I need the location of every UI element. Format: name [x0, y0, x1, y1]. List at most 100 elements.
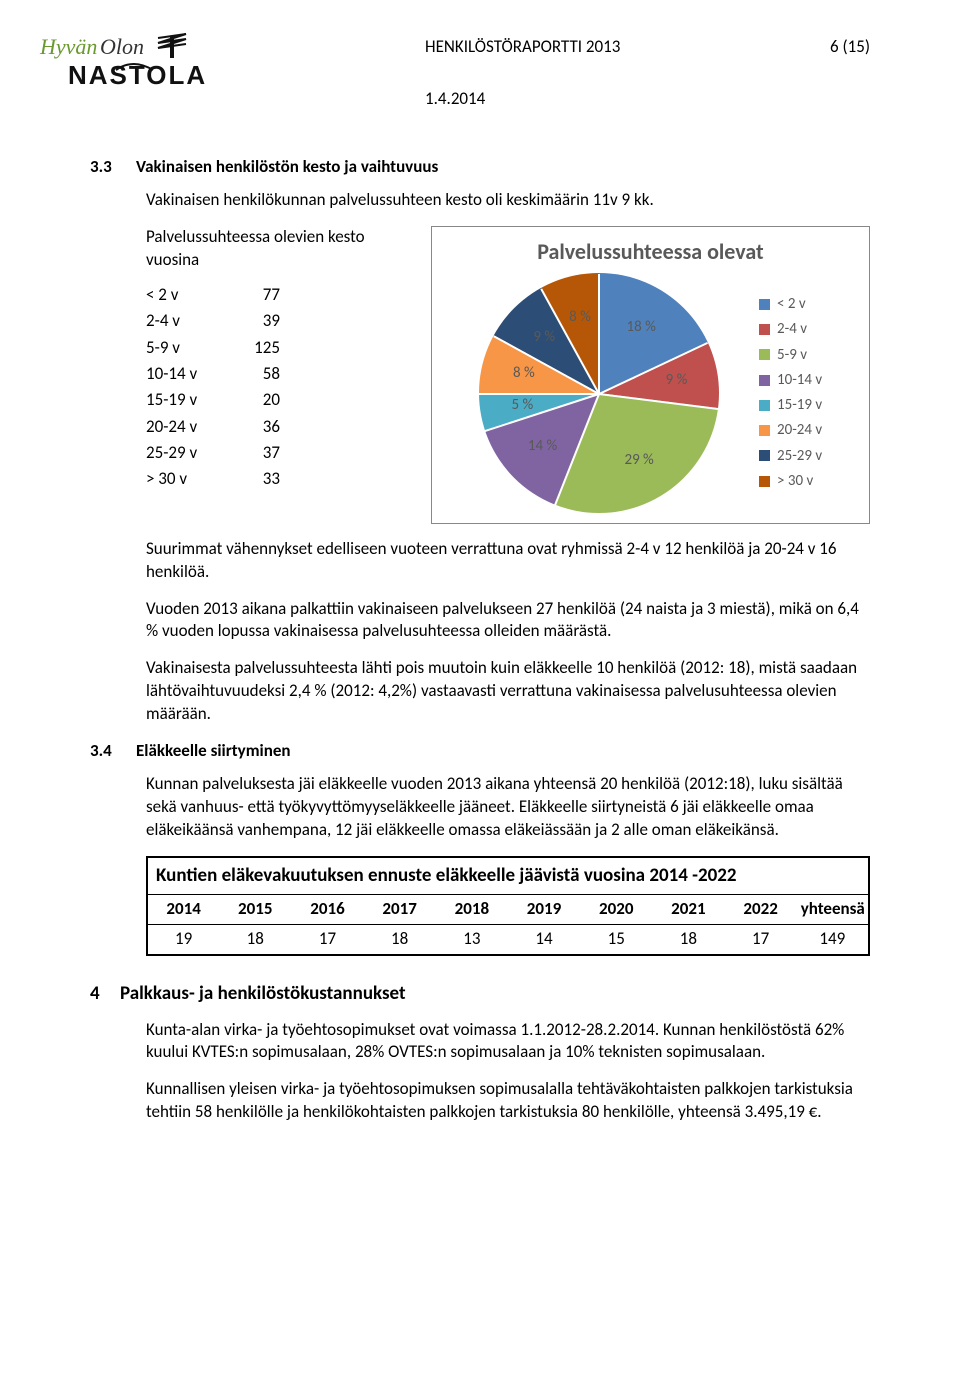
duration-value: 77: [232, 282, 280, 308]
duration-label: 2-4 v: [146, 308, 232, 334]
svg-text:Olon: Olon: [100, 34, 144, 59]
section-3-4-number: 3.4: [90, 740, 136, 761]
forecast-cell: 13: [436, 924, 508, 954]
duration-row: 15-19 v20: [146, 387, 403, 413]
duration-value: 33: [232, 466, 280, 492]
legend-swatch: [759, 425, 770, 436]
duration-row: 25-29 v37: [146, 440, 403, 466]
duration-row: > 30 v33: [146, 466, 403, 492]
pie-slice-label: 14 %: [528, 436, 557, 456]
legend-swatch: [759, 450, 770, 461]
forecast-col-header: 2018: [436, 894, 508, 924]
section-3-3-para4: Vuoden 2013 aikana palkattiin vakinaisee…: [146, 598, 870, 644]
section-4-para1: Kunta-alan virka- ja työehtosopimukset o…: [146, 1019, 870, 1065]
section-3-3-number: 3.3: [90, 156, 136, 177]
forecast-cell: 17: [725, 924, 797, 954]
legend-item: > 30 v: [759, 471, 861, 491]
pie-slice-label: 5 %: [512, 395, 534, 415]
duration-value: 39: [232, 308, 280, 334]
duration-value: 37: [232, 440, 280, 466]
duration-row: 5-9 v125: [146, 335, 403, 361]
duration-label: 15-19 v: [146, 387, 232, 413]
forecast-cell: 149: [797, 924, 869, 954]
svg-text:Hyvän: Hyvän: [39, 34, 97, 59]
forecast-cell: 18: [364, 924, 436, 954]
section-4-title: Palkkaus- ja henkilöstökustannukset: [120, 982, 406, 1005]
legend-swatch: [759, 476, 770, 487]
legend-label: 10-14 v: [777, 370, 822, 390]
forecast-col-header: 2019: [508, 894, 580, 924]
municipality-logo: Hyvän Olon NASTOLA: [38, 28, 218, 98]
duration-value: 125: [232, 335, 280, 361]
report-date: 1.4.2014: [425, 88, 485, 109]
duration-value: 20: [232, 387, 280, 413]
pie-slice-label: 18 %: [627, 317, 656, 337]
legend-label: > 30 v: [777, 471, 813, 491]
pie-slice-label: 29 %: [624, 450, 653, 470]
duration-row: < 2 v77: [146, 282, 403, 308]
duration-label: 25-29 v: [146, 440, 232, 466]
page-number: 6 (15): [830, 36, 870, 57]
forecast-col-header: 2017: [364, 894, 436, 924]
section-3-3-title: Vakinaisen henkilöstön kesto ja vaihtuvu…: [136, 156, 438, 177]
section-3-4-title: Eläkkeelle siirtyminen: [136, 740, 291, 761]
duration-value: 58: [232, 361, 280, 387]
report-title: HENKILÖSTÖRAPORTTI 2013: [425, 36, 620, 57]
forecast-col-header: 2022: [725, 894, 797, 924]
forecast-col-header: 2014: [147, 894, 219, 924]
duration-row: 10-14 v58: [146, 361, 403, 387]
chart-title: Palvelussuhteessa olevat: [440, 237, 861, 267]
section-3-3-para3: Suurimmat vähennykset edelliseen vuoteen…: [146, 538, 870, 584]
forecast-col-header: 2015: [219, 894, 291, 924]
tenure-pie-chart: Palvelussuhteessa olevat 18 % 9 % 29 % 14 %…: [431, 226, 870, 524]
duration-label: < 2 v: [146, 282, 232, 308]
duration-row: 2-4 v39: [146, 308, 403, 334]
pie-graphic: 18 %9 %29 %14 %5 %8 %9 %8 %: [479, 273, 719, 513]
legend-item: 25-29 v: [759, 446, 861, 466]
forecast-cell: 19: [147, 924, 219, 954]
section-3-3-para5: Vakinaisesta palvelussuhteesta lähti poi…: [146, 657, 870, 726]
duration-label: 5-9 v: [146, 335, 232, 361]
legend-label: < 2 v: [777, 294, 806, 314]
forecast-cell: 14: [508, 924, 580, 954]
duration-table: < 2 v772-4 v395-9 v12510-14 v5815-19 v20…: [146, 282, 403, 493]
legend-item: 2-4 v: [759, 319, 861, 339]
retirement-forecast-table: Kuntien eläkevakuutuksen ennuste eläkkee…: [146, 856, 870, 956]
forecast-col-header: yhteensä: [797, 894, 869, 924]
section-4-para2: Kunnallisen yleisen virka- ja työehtosop…: [146, 1078, 870, 1124]
section-4-number: 4: [90, 982, 120, 1005]
legend-swatch: [759, 324, 770, 335]
legend-item: 10-14 v: [759, 370, 861, 390]
section-3-3-para2: Palvelussuhteessa olevien kesto vuosina: [146, 226, 403, 272]
pie-slice-label: 8 %: [513, 363, 535, 383]
forecast-cell: 18: [219, 924, 291, 954]
legend-swatch: [759, 349, 770, 360]
legend-item: 20-24 v: [759, 420, 861, 440]
section-3-4-para1: Kunnan palveluksesta jäi eläkkeelle vuod…: [146, 773, 870, 842]
legend-item: < 2 v: [759, 294, 861, 314]
forecast-col-header: 2016: [291, 894, 363, 924]
duration-label: 10-14 v: [146, 361, 232, 387]
legend-item: 5-9 v: [759, 345, 861, 365]
chart-legend: < 2 v 2-4 v 5-9 v 10-14 v 15-19 v 20-24 v 25-2…: [759, 289, 861, 496]
legend-label: 5-9 v: [777, 345, 807, 365]
section-3-3-para1: Vakinaisen henkilökunnan palvelussuhteen…: [146, 189, 870, 212]
legend-label: 2-4 v: [777, 319, 807, 339]
forecast-cell: 18: [652, 924, 724, 954]
duration-label: 20-24 v: [146, 414, 232, 440]
legend-item: 15-19 v: [759, 395, 861, 415]
legend-label: 25-29 v: [777, 446, 822, 466]
duration-label: > 30 v: [146, 466, 232, 492]
forecast-col-header: 2021: [652, 894, 724, 924]
forecast-cell: 15: [580, 924, 652, 954]
legend-label: 15-19 v: [777, 395, 822, 415]
pie-slice-label: 9 %: [666, 370, 688, 390]
legend-label: 20-24 v: [777, 420, 822, 440]
forecast-title: Kuntien eläkevakuutuksen ennuste eläkkee…: [147, 857, 869, 894]
pie-slice-label: 8 %: [569, 307, 591, 327]
forecast-cell: 17: [291, 924, 363, 954]
forecast-col-header: 2020: [580, 894, 652, 924]
duration-value: 36: [232, 414, 280, 440]
legend-swatch: [759, 400, 770, 411]
legend-swatch: [759, 375, 770, 386]
